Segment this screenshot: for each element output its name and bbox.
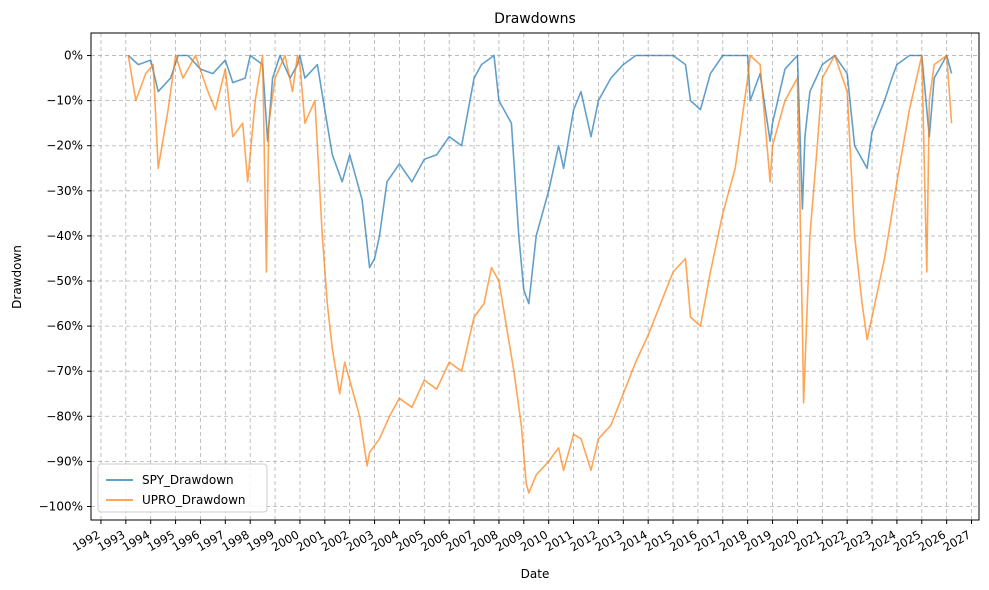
legend-label-upro: UPRO_Drawdown [142, 493, 246, 507]
chart-title: Drawdowns [494, 11, 576, 27]
x-axis-label: Date [521, 567, 550, 581]
y-axis-label: Drawdown [10, 245, 24, 309]
y-tick-label: −40% [46, 229, 83, 243]
y-tick-label: −10% [46, 94, 83, 108]
y-tick-label: −30% [46, 184, 83, 198]
series-line-spy-drawdown [127, 54, 953, 305]
y-tick-label: −20% [46, 139, 83, 153]
y-axis-ticks: 0% −10% −20% −30% −40% −50% −60% −70% −80% −90% −1… [39, 49, 91, 513]
series-line-upro-drawdown [127, 54, 953, 494]
legend: SPY_Drawdown UPRO_Drawdown [97, 463, 268, 513]
y-tick-label: −60% [46, 319, 83, 333]
plot-frame [90, 32, 980, 521]
legend-box [97, 463, 268, 513]
y-tick-label: −70% [46, 364, 83, 378]
y-tick-label: −50% [46, 274, 83, 288]
y-tick-label: −90% [46, 454, 83, 468]
series-layer [127, 54, 953, 494]
legend-label-spy: SPY_Drawdown [142, 473, 234, 487]
y-tick-label: −80% [46, 409, 83, 423]
y-tick-label: 0% [64, 49, 83, 63]
y-tick-label: −100% [39, 499, 83, 513]
